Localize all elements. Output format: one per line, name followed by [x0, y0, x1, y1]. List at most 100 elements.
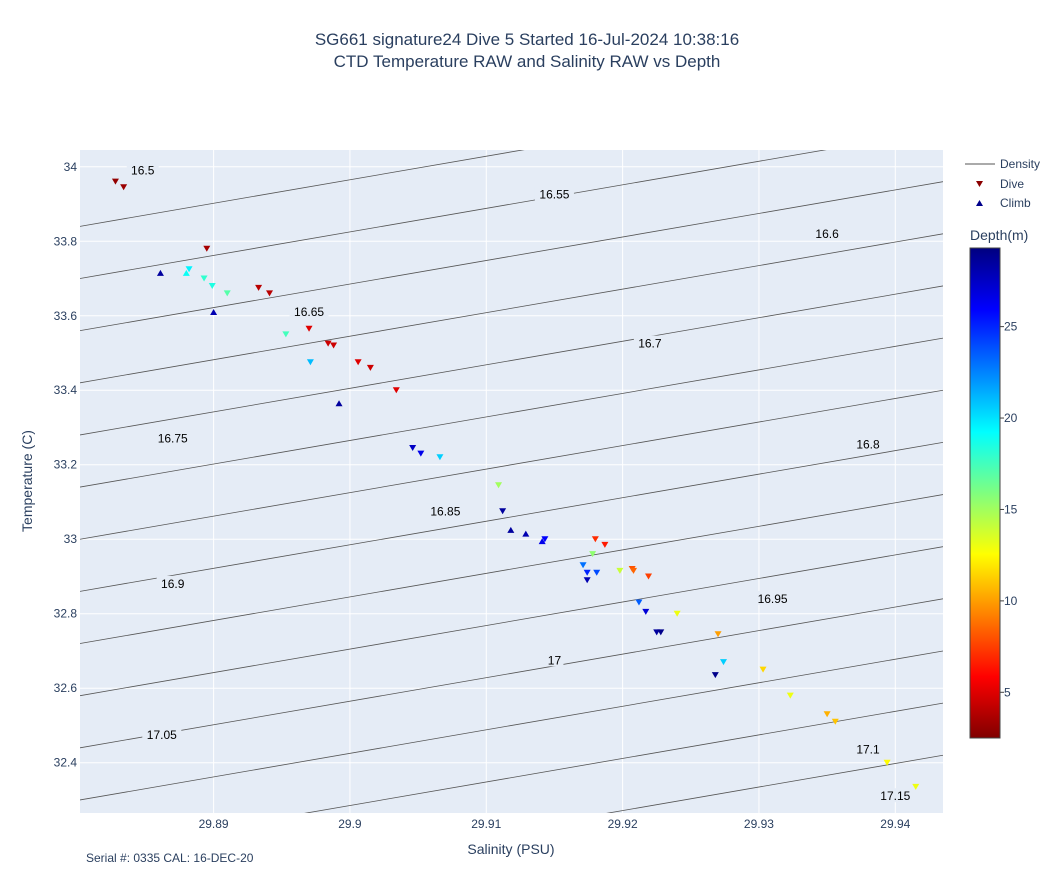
dive-point — [208, 282, 216, 289]
dive-point — [417, 450, 425, 457]
dive-point — [635, 599, 643, 606]
y-axis-title: Temperature (C) — [19, 430, 35, 532]
density-contour-line — [80, 233, 943, 384]
density-label-background — [811, 225, 844, 240]
dive-point — [759, 666, 767, 673]
dive-point — [282, 331, 290, 338]
colorbar-tick-label: 15 — [1004, 502, 1018, 516]
y-tick-label: 32.8 — [54, 607, 78, 621]
dive-point — [601, 541, 609, 548]
density-contour-label: 16.7 — [638, 337, 662, 351]
density-contour-label: 17.1 — [856, 743, 880, 757]
climb-triangle-up-icon — [976, 200, 983, 206]
x-tick-label: 29.89 — [199, 817, 229, 831]
legend-item-dive[interactable]: Dive — [976, 177, 1024, 191]
dive-point — [223, 290, 231, 297]
climb-point — [156, 269, 164, 276]
legend-item-density[interactable]: Density — [965, 157, 1040, 171]
y-tick-label: 33.2 — [54, 458, 78, 472]
legend-label-dive: Dive — [1000, 177, 1024, 191]
density-contour-label: 16.95 — [758, 592, 788, 606]
density-contour-label: 16.9 — [161, 577, 185, 591]
dive-point — [642, 608, 650, 615]
climb-point — [538, 538, 546, 545]
density-label-background — [126, 162, 159, 177]
density-label-background — [545, 652, 564, 667]
y-tick-label: 34 — [64, 160, 78, 174]
legend[interactable]: Density Dive Climb — [965, 157, 1040, 210]
density-label-background — [153, 430, 193, 445]
dive-point — [720, 659, 728, 666]
chart-title-line1: SG661 signature24 Dive 5 Started 16-Jul-… — [315, 30, 739, 49]
colorbar-tick-label: 5 — [1004, 685, 1011, 699]
density-label-background — [156, 575, 189, 590]
dive-point — [392, 387, 400, 394]
y-axis-ticks: 32.4 32.6 32.8 33 33.2 33.4 33.6 33.8 34 — [54, 160, 78, 770]
dive-point — [354, 359, 362, 366]
y-tick-label: 33 — [64, 532, 78, 546]
density-contour-label: 16.5 — [131, 163, 155, 177]
plot-area — [80, 150, 943, 813]
dive-triangle-down-icon — [976, 181, 983, 187]
density-contour-line — [80, 337, 943, 488]
density-label-background — [852, 741, 885, 756]
x-tick-label: 29.93 — [744, 817, 774, 831]
dive-point — [630, 567, 638, 574]
x-axis-title: Salinity (PSU) — [467, 841, 554, 857]
density-contour-label: 16.75 — [158, 432, 188, 446]
density-label-background — [534, 186, 574, 201]
x-tick-label: 29.92 — [608, 817, 638, 831]
dive-point — [645, 573, 653, 580]
dive-point — [255, 284, 263, 291]
climb-point — [210, 309, 218, 316]
colorbar-tick-label: 25 — [1004, 320, 1018, 334]
dive-point — [120, 184, 128, 191]
density-contour-line — [80, 150, 827, 279]
dive-point — [593, 569, 601, 576]
legend-item-climb[interactable]: Climb — [976, 196, 1031, 210]
dive-point — [306, 359, 314, 366]
density-contour-label: 16.55 — [539, 188, 569, 202]
chart-title-line2: CTD Temperature RAW and Salinity RAW vs … — [334, 52, 721, 71]
density-contour-line — [606, 754, 943, 813]
dive-point — [912, 783, 920, 790]
dive-point — [330, 342, 338, 349]
density-contours — [80, 150, 943, 813]
colorbar-gradient — [969, 247, 1001, 739]
serial-calibration-note: Serial #: 0335 CAL: 16-DEC-20 — [86, 851, 254, 865]
dive-point — [579, 562, 587, 569]
dive-point — [495, 482, 503, 489]
dive-point — [786, 692, 794, 699]
climb-point — [507, 526, 515, 533]
grid-lines — [80, 150, 943, 813]
dive-point — [541, 536, 549, 543]
colorbar-tick-label: 20 — [1004, 411, 1018, 425]
dive-point — [366, 364, 374, 371]
dive-point — [714, 631, 722, 638]
y-tick-label: 33.6 — [54, 309, 78, 323]
y-tick-label: 33.4 — [54, 383, 78, 397]
density-contour-label: 16.8 — [856, 437, 880, 451]
density-contour-label: 17.15 — [880, 789, 910, 803]
y-tick-label: 32.6 — [54, 681, 78, 695]
dive-point — [499, 508, 507, 515]
colorbar: Depth(m) 5 10 15 20 25 — [969, 227, 1028, 739]
climb-point — [522, 530, 530, 537]
density-contour-line — [80, 650, 943, 801]
x-axis-ticks: 29.89 29.9 29.91 29.92 29.93 29.94 — [199, 817, 911, 831]
density-contour-label: 17 — [548, 653, 562, 667]
x-tick-label: 29.94 — [880, 817, 910, 831]
dive-point — [616, 567, 624, 574]
dive-point — [673, 610, 681, 617]
dive-point — [436, 454, 444, 461]
density-label-background — [289, 304, 329, 319]
density-contour-line — [80, 285, 943, 436]
legend-label-density: Density — [1000, 157, 1040, 171]
dive-point — [266, 290, 274, 297]
dive-point — [883, 759, 891, 766]
density-label-background — [852, 436, 885, 451]
dive-point — [589, 551, 597, 558]
colorbar-ticks: 5 10 15 20 25 — [1000, 320, 1018, 699]
climb-point — [182, 269, 190, 276]
